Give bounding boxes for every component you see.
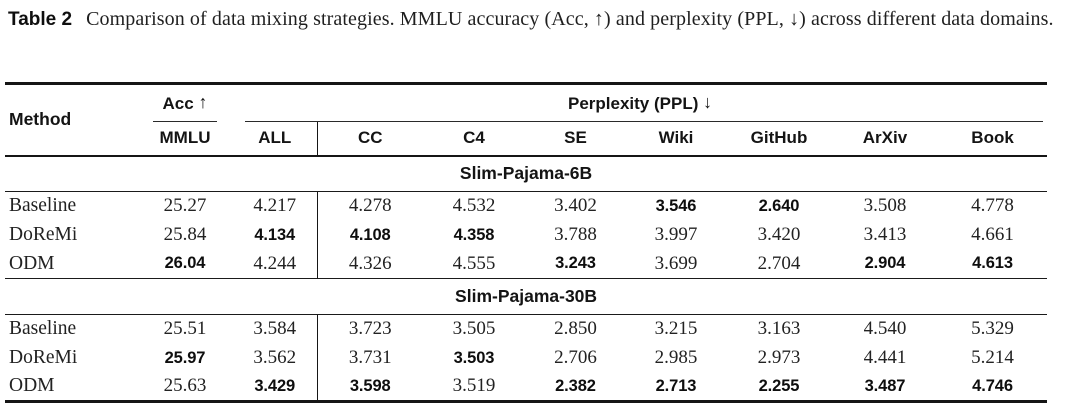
- col-header-wiki: Wiki: [626, 121, 726, 157]
- table-caption: Table 2 Comparison of data mixing strateg…: [8, 6, 1076, 33]
- cell-value: 3.723: [348, 318, 392, 340]
- cell-value: 5.214: [971, 347, 1014, 368]
- cell-value: 4.778: [971, 195, 1014, 217]
- cell-value: 4.746: [972, 376, 1013, 395]
- cell-value: 3.487: [864, 376, 906, 395]
- cell-value: 3.788: [554, 224, 597, 245]
- cell-value: 25.63: [163, 375, 207, 397]
- cell-value: 3.519: [452, 375, 496, 397]
- cell-value: 4.134: [233, 220, 318, 250]
- cell-value: 4.217: [233, 191, 318, 221]
- down-arrow-icon: ↓: [703, 91, 713, 112]
- col-header-mmlu: MMLU: [137, 121, 233, 157]
- table-row: DoReMi 25.97 3.562 3.731 3.503 2.706 2.9…: [5, 343, 1047, 373]
- cell-value: 2.706: [554, 347, 597, 368]
- cell-value: 4.326: [348, 252, 392, 274]
- cell-method: ODM: [9, 375, 55, 397]
- table-row: DoReMi 25.84 4.134 4.108 4.358 3.788 3.9…: [5, 220, 1047, 250]
- cell-value: 4.540: [863, 318, 907, 340]
- cell-value: 3.505: [452, 318, 496, 340]
- header-row-groups: Method Acc ↑ Perplexity (PPL) ↓: [5, 83, 1047, 157]
- cell-value: 3.731: [348, 347, 392, 368]
- section-title: Slim-Pajama-30B: [5, 278, 1048, 315]
- cell-value: 3.429: [233, 372, 318, 402]
- cell-value: 2.640: [758, 196, 800, 215]
- cell-value: 4.532: [452, 195, 496, 217]
- section-header-30b: Slim-Pajama-30B: [5, 278, 1048, 315]
- col-header-acc-group: Acc ↑: [137, 84, 233, 122]
- cell-value: 4.244: [233, 249, 318, 279]
- cell-value: 3.163: [757, 318, 801, 340]
- cell-value: 3.584: [233, 314, 318, 344]
- cell-value: 2.382: [555, 376, 596, 395]
- cell-method: ODM: [9, 252, 55, 274]
- cell-value: 4.278: [348, 195, 392, 217]
- cell-value: 2.904: [864, 254, 906, 273]
- cell-value: 4.661: [971, 224, 1014, 245]
- section-header-6b: Slim-Pajama-6B: [5, 155, 1048, 192]
- acc-group-label: Acc: [162, 93, 194, 113]
- cell-value: 3.413: [863, 224, 907, 245]
- cell-value: 4.613: [972, 254, 1013, 273]
- cell-value: 2.973: [757, 347, 801, 368]
- cell-value: 25.51: [163, 318, 207, 340]
- col-header-arxiv: ArXiv: [832, 121, 938, 157]
- cell-value: 25.84: [163, 224, 207, 245]
- cell-value: 4.555: [452, 252, 496, 274]
- caption-text: Comparison of data mixing strategies. MM…: [86, 8, 1054, 30]
- caption-label: Table 2: [8, 9, 73, 30]
- col-header-github: GitHub: [726, 121, 832, 157]
- cell-value: 3.503: [453, 348, 495, 367]
- col-header-ppl-group: Perplexity (PPL) ↓: [233, 84, 1047, 122]
- col-header-c4: C4: [423, 121, 525, 157]
- cell-value: 2.985: [654, 347, 698, 368]
- cell-value: 4.441: [863, 347, 907, 368]
- cell-value: 3.546: [655, 196, 697, 215]
- cell-value: 3.243: [555, 254, 596, 273]
- cell-value: 3.215: [654, 318, 698, 340]
- cell-value: 2.713: [655, 376, 697, 395]
- cell-value: 3.598: [349, 376, 391, 395]
- up-arrow-icon: ↑: [198, 91, 208, 112]
- cell-value: 3.420: [757, 224, 801, 245]
- cell-value: 26.04: [164, 254, 206, 273]
- results-table: Method Acc ↑ Perplexity (PPL) ↓ MMLU ALL…: [5, 82, 1048, 403]
- col-header-se: SE: [525, 121, 626, 157]
- col-header-all: ALL: [233, 121, 318, 157]
- table-row: ODM 26.04 4.244 4.326 4.555 3.243 3.699 …: [5, 249, 1047, 279]
- table-row: Baseline 25.51 3.584 3.723 3.505 2.850 3…: [5, 314, 1047, 344]
- cell-value: 2.850: [554, 318, 597, 340]
- col-header-book: Book: [938, 121, 1048, 157]
- cell-value: 5.329: [971, 318, 1014, 340]
- cell-method: Baseline: [9, 318, 77, 340]
- cell-value: 4.108: [349, 225, 391, 244]
- header-row-subcolumns: MMLU ALL CC C4 SE Wiki GitHub ArXiv Book: [5, 121, 1048, 157]
- cell-value: 3.562: [233, 343, 318, 373]
- col-header-cc: CC: [317, 121, 423, 157]
- section-title: Slim-Pajama-6B: [5, 155, 1048, 192]
- cell-value: 4.358: [453, 225, 495, 244]
- col-header-method: Method: [5, 83, 137, 157]
- cell-method: DoReMi: [9, 224, 78, 245]
- table-row: ODM 25.63 3.429 3.598 3.519 2.382 2.713 …: [5, 372, 1047, 402]
- cell-value: 3.508: [863, 195, 907, 217]
- cell-value: 2.255: [758, 376, 800, 395]
- cell-method: DoReMi: [9, 347, 78, 368]
- table-row: Baseline 25.27 4.217 4.278 4.532 3.402 3…: [5, 191, 1047, 221]
- cell-value: 2.704: [757, 252, 801, 274]
- cell-value: 3.699: [654, 252, 698, 274]
- cell-value: 25.97: [164, 348, 206, 367]
- cell-method: Baseline: [9, 195, 77, 217]
- ppl-group-label: Perplexity (PPL): [568, 93, 699, 113]
- cell-value: 3.997: [654, 224, 698, 245]
- cell-value: 3.402: [554, 195, 597, 217]
- cell-value: 25.27: [163, 195, 207, 217]
